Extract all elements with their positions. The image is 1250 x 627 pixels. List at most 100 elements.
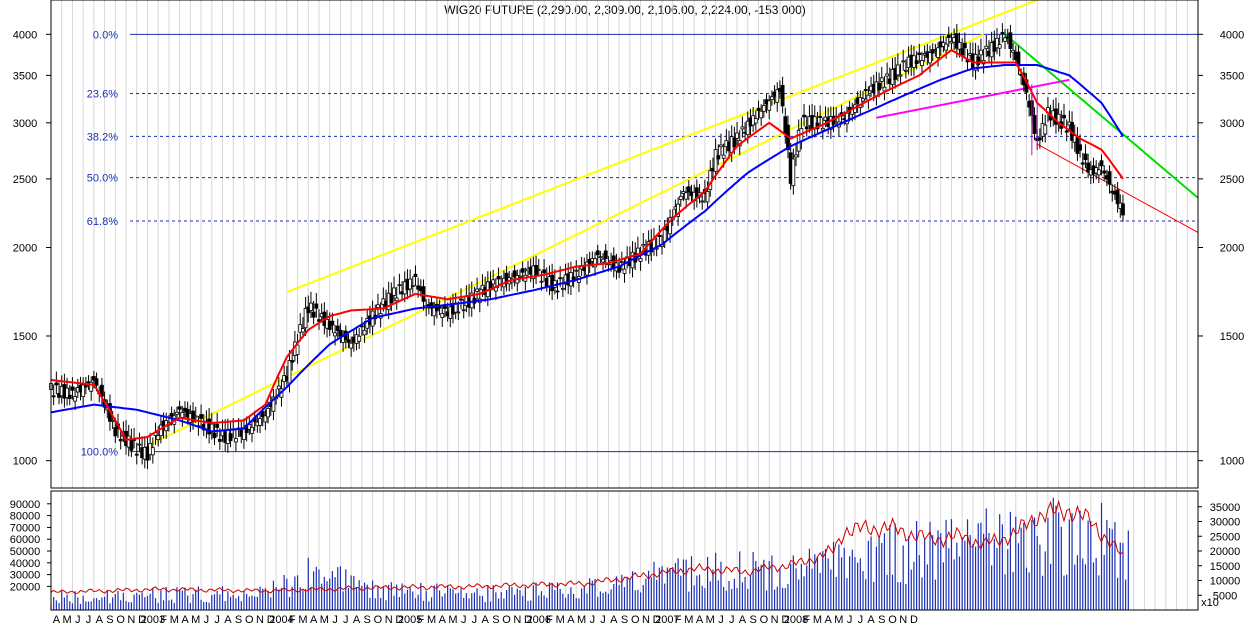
month-label: J [343,614,349,626]
candle-body [601,258,605,263]
candle-body [113,427,118,437]
month-label: J [204,614,210,626]
candle-body [845,112,849,125]
candle-body [619,261,624,264]
candle-body [1080,162,1085,165]
month-label: M [427,614,436,626]
candle-body [456,311,461,314]
candle-body [1096,169,1101,176]
candle-body [585,261,589,276]
candle-body [413,273,418,278]
month-label: N [127,614,135,626]
month-label: A [610,614,618,626]
candle-body [716,155,721,160]
month-label: 2008 [784,614,808,626]
month-label: A [481,614,489,626]
month-label: A [696,614,704,626]
candle-body [217,438,222,442]
candle-body [118,438,123,442]
candle-body [984,45,989,50]
candle-body [936,47,940,58]
candle-body [459,298,463,301]
candle-body [287,360,292,384]
candle-body [976,56,981,65]
candle-body [622,268,627,274]
candle-body [1086,162,1091,173]
candle-body [491,279,496,285]
candle-body [175,411,179,415]
candle-body [960,48,965,56]
price-tick-right: 1000 [1220,456,1244,468]
candle-body [376,304,380,309]
month-label: A [567,614,575,626]
month-label: S [364,614,371,626]
candle-body [94,378,99,386]
candle-body [885,73,890,77]
month-label: M [170,614,179,626]
price-tick-left: 2000 [13,242,37,254]
trendline [1004,33,1199,199]
month-label: A [310,614,318,626]
volume-multiplier-label: x10 [1201,597,1219,609]
candle-body [271,396,276,412]
candle-body [595,250,600,256]
month-label: N [513,614,521,626]
candle-body [917,52,922,55]
candle-body [756,107,761,111]
volume-tick-left: 50000 [10,546,41,558]
price-tick-right: 3000 [1220,118,1244,130]
candle-body [429,302,434,309]
candle-body [234,438,238,443]
candle-body [555,290,560,293]
month-label: F [160,614,167,626]
candle-body [534,264,538,277]
candle-body [180,412,185,418]
month-label: F [803,614,810,626]
candle-body [930,49,935,54]
candle-body [1000,32,1005,34]
candle-body [335,325,340,332]
volume-tick-left: 20000 [10,581,41,593]
fib-level-label: 100.0% [81,447,119,459]
candle-body [946,34,951,38]
candle-body [657,234,662,237]
candle-body [920,60,924,67]
candle-body [263,415,268,423]
price-tick-left: 4000 [13,29,37,41]
candle-body [713,149,718,172]
month-label: O [374,614,383,626]
candle-body [662,229,667,243]
candle-body [780,84,785,107]
month-label: N [385,614,393,626]
candle-body [193,415,198,418]
candle-body [346,339,351,343]
price-tick-left: 3000 [13,118,37,130]
candle-body [769,96,774,101]
month-label: F [417,614,424,626]
candle-body [767,100,772,111]
month-label: S [749,614,756,626]
candle-body [791,158,796,187]
month-label: A [739,614,747,626]
volume-tick-left: 80000 [10,511,41,523]
candle-body [295,344,300,356]
candle-body [1115,189,1120,205]
month-label: D [524,614,532,626]
trendline [876,78,1070,119]
candle-body [330,320,335,326]
month-label: D [138,614,146,626]
candle-body [432,307,437,317]
month-label: F [289,614,296,626]
candle-body [735,132,739,139]
price-tick-left: 1000 [13,456,37,468]
month-label: S [878,614,885,626]
month-label: J [858,614,864,626]
candle-body [156,435,161,441]
month-label: M [62,614,71,626]
month-label: S [235,614,242,626]
candle-body [794,154,798,158]
grid-lines [50,0,1188,610]
price-tick-right: 4000 [1220,29,1244,41]
month-label: M [706,614,715,626]
